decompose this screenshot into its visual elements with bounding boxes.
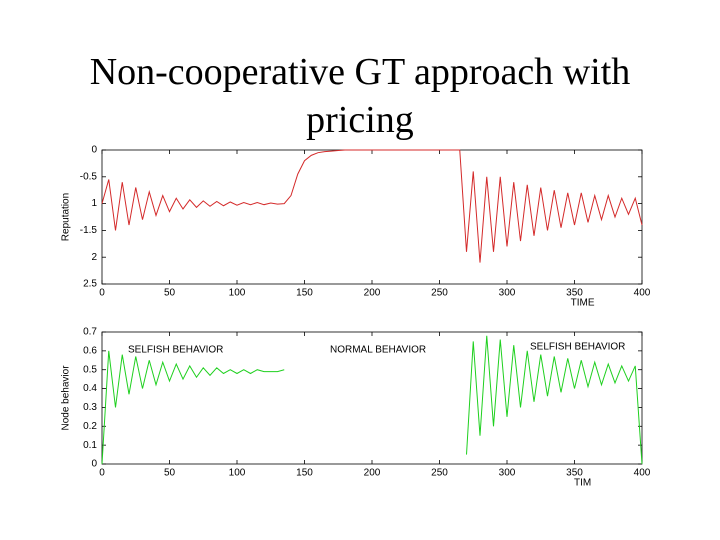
y-tick-label: 0.1 — [83, 440, 97, 451]
y-axis-label: Node behavior — [61, 365, 72, 431]
y-tick-label: 0 — [91, 145, 97, 156]
annotation: SELFISH BEHAVIOR — [128, 345, 223, 356]
y-tick-label: 0.6 — [83, 345, 97, 356]
y-tick-label: 0.3 — [83, 402, 97, 413]
y-axis-label: Reputation — [61, 193, 72, 241]
y-tick-label: -0.5 — [80, 171, 98, 182]
y-tick-label: 2 — [91, 252, 97, 263]
x-tick-label: 300 — [499, 288, 516, 299]
x-tick-label: 400 — [634, 468, 651, 479]
x-axis-label: TIME — [571, 298, 595, 309]
data-line — [101, 335, 643, 465]
x-tick-label: 200 — [364, 468, 381, 479]
y-tick-label: 0.7 — [83, 327, 97, 338]
y-tick-label: 0.5 — [83, 364, 97, 375]
annotation: SELFISH BEHAVIOR — [530, 342, 625, 353]
x-tick-label: 250 — [431, 288, 448, 299]
x-tick-label: 200 — [364, 288, 381, 299]
data-line — [101, 149, 643, 263]
y-tick-label: -1.5 — [80, 225, 98, 236]
y-tick-label: 2.5 — [83, 279, 97, 290]
y-tick-label: 1 — [91, 198, 97, 209]
x-tick-label: 300 — [499, 468, 516, 479]
y-tick-label: 0.2 — [83, 421, 97, 432]
x-tick-label: 50 — [164, 468, 176, 479]
x-tick-label: 0 — [99, 468, 105, 479]
y-tick-label: 0.4 — [83, 383, 97, 394]
x-tick-label: 150 — [296, 288, 313, 299]
x-tick-label: 100 — [229, 288, 246, 299]
y-tick-label: 0 — [91, 459, 97, 470]
x-tick-label: 400 — [634, 288, 651, 299]
x-tick-label: 250 — [431, 468, 448, 479]
x-tick-label: 0 — [99, 288, 105, 299]
x-tick-label: 350 — [566, 468, 583, 479]
x-tick-label: 100 — [229, 468, 246, 479]
slide-title: Non-cooperative GT approach with pricing — [89, 51, 631, 141]
x-tick-label: 50 — [164, 288, 176, 299]
plot-frame — [101, 149, 643, 285]
x-tick-label: 150 — [296, 468, 313, 479]
annotation: NORMAL BEHAVIOR — [330, 345, 426, 356]
x-axis-label: TIM — [574, 478, 591, 489]
x-tick-label: 350 — [566, 288, 583, 299]
